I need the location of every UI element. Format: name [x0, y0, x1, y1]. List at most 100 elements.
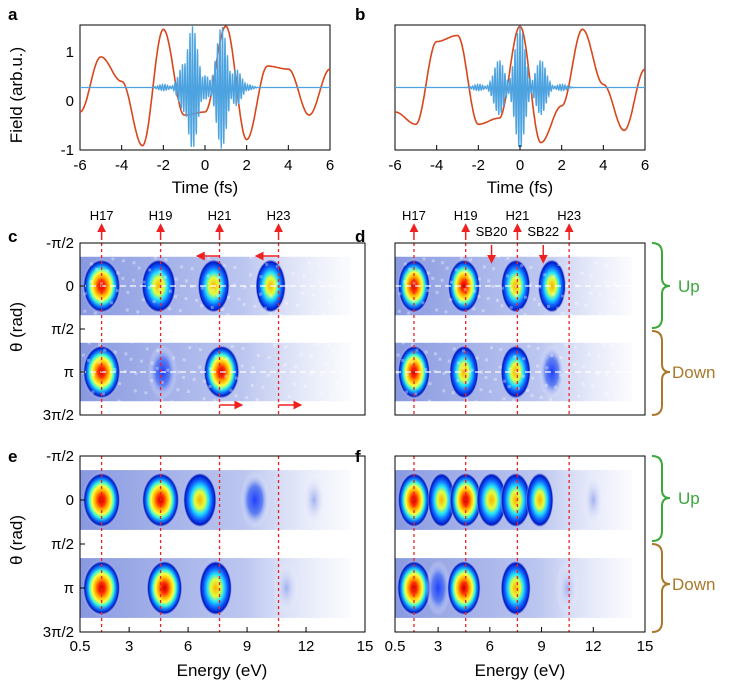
noise-pixel: [576, 412, 580, 415]
noise-pixel: [152, 300, 156, 304]
noise-pixel: [619, 381, 623, 385]
noise-pixel: [472, 289, 476, 293]
noise-pixel: [312, 293, 316, 297]
noise-pixel: [241, 346, 245, 350]
noise-pixel: [128, 401, 132, 405]
noise-pixel: [316, 325, 320, 329]
noise-pixel: [587, 352, 591, 356]
noise-pixel: [344, 272, 348, 276]
noise-pixel: [552, 275, 556, 279]
noise-pixel: [213, 399, 217, 403]
noise-pixel: [497, 409, 501, 413]
x-tick-label: 0: [516, 157, 524, 174]
noise-pixel: [214, 355, 218, 359]
noise-pixel: [158, 287, 162, 291]
noise-pixel: [604, 263, 607, 267]
noise-pixel: [125, 308, 129, 312]
noise-pixel: [283, 363, 287, 367]
noise-pixel: [142, 280, 146, 284]
noise-pixel: [430, 320, 434, 324]
noise-pixel: [202, 397, 206, 401]
noise-pixel: [267, 356, 271, 360]
noise-pixel: [544, 383, 548, 387]
panel-d-frame: [394, 242, 646, 416]
noise-pixel: [293, 382, 297, 386]
noise-pixel: [423, 411, 427, 415]
noise-pixel: [108, 362, 112, 366]
panel-d: H17 H19 H21 H23 SB20 SB22: [394, 208, 646, 416]
noise-pixel: [242, 303, 246, 307]
noise-pixel: [618, 253, 622, 257]
noise-pixel: [260, 403, 264, 407]
x-tick-label: -2: [472, 157, 485, 174]
noise-pixel: [590, 402, 594, 406]
x-tick-label: -4: [115, 157, 128, 174]
noise-pixel: [613, 411, 617, 415]
noise-pixel: [160, 398, 164, 402]
noise-pixel: [420, 318, 424, 322]
noise-pixel: [521, 374, 525, 378]
noise-pixel: [566, 282, 570, 286]
harmonic-label: H19: [454, 208, 478, 223]
noise-pixel: [273, 343, 277, 347]
noise-pixel: [412, 299, 416, 303]
noise-pixel: [279, 314, 283, 318]
noise-pixel: [103, 331, 107, 335]
noise-pixel: [536, 346, 540, 350]
noise-pixel: [313, 249, 317, 253]
noise-pixel: [172, 338, 176, 342]
noise-pixel: [571, 252, 575, 256]
intensity-blob: [240, 471, 270, 529]
noise-pixel: [210, 306, 214, 310]
noise-pixel: [170, 400, 174, 404]
x-tick-label: -6: [73, 157, 86, 174]
noise-pixel: [176, 388, 180, 392]
panel-b-lines: [394, 25, 646, 148]
noise-pixel: [453, 329, 457, 333]
noise-pixel: [404, 390, 408, 394]
noise-pixel: [403, 279, 407, 283]
noise-pixel: [126, 290, 130, 294]
x-tick-label: 9: [243, 638, 251, 655]
noise-pixel: [172, 356, 176, 360]
noise-pixel: [499, 348, 503, 352]
panel-d-harmonic-labels: H17 H19 H21 H23 SB20 SB22: [402, 208, 581, 264]
noise-pixel: [518, 308, 522, 312]
noise-pixel: [220, 325, 224, 329]
panel-a: -6 -4 -2 0 2 4 6 1 0 -1 Time (fs) Field (arb.u…: [7, 24, 334, 197]
noise-pixel: [89, 279, 93, 283]
noise-pixel: [433, 352, 437, 356]
noise-pixel: [135, 327, 139, 331]
noise-pixel: [440, 278, 444, 282]
noise-pixel: [628, 400, 632, 404]
noise-pixel: [302, 273, 306, 277]
harmonic-label: H21: [505, 208, 529, 223]
noise-pixel: [591, 384, 595, 388]
noise-pixel: [81, 353, 85, 357]
noise-pixel: [520, 246, 524, 250]
noise-pixel: [485, 358, 489, 362]
noise-pixel: [559, 373, 563, 377]
noise-pixel: [408, 250, 412, 254]
x-tick-label: 0.5: [385, 638, 406, 655]
panel-a-ylabel: Field (arb.u.): [7, 47, 26, 143]
noise-pixel: [293, 365, 297, 369]
noise-pixel: [449, 298, 453, 302]
noise-pixel: [204, 335, 208, 339]
intensity-blob: [448, 344, 480, 400]
noise-pixel: [601, 342, 605, 346]
noise-pixel: [426, 271, 430, 275]
noise-pixel: [337, 320, 341, 324]
noise-pixel: [415, 331, 419, 335]
noise-pixel: [503, 379, 507, 383]
noise-pixel: [106, 252, 110, 256]
noise-pixel: [178, 309, 182, 313]
noise-pixel: [452, 347, 456, 351]
noise-pixel: [412, 281, 416, 285]
noise-pixel: [542, 317, 546, 321]
noise-pixel: [237, 297, 241, 301]
intensity-blob: [198, 559, 233, 617]
noise-pixel: [511, 399, 515, 403]
y-tick-label: -π/2: [46, 448, 74, 465]
